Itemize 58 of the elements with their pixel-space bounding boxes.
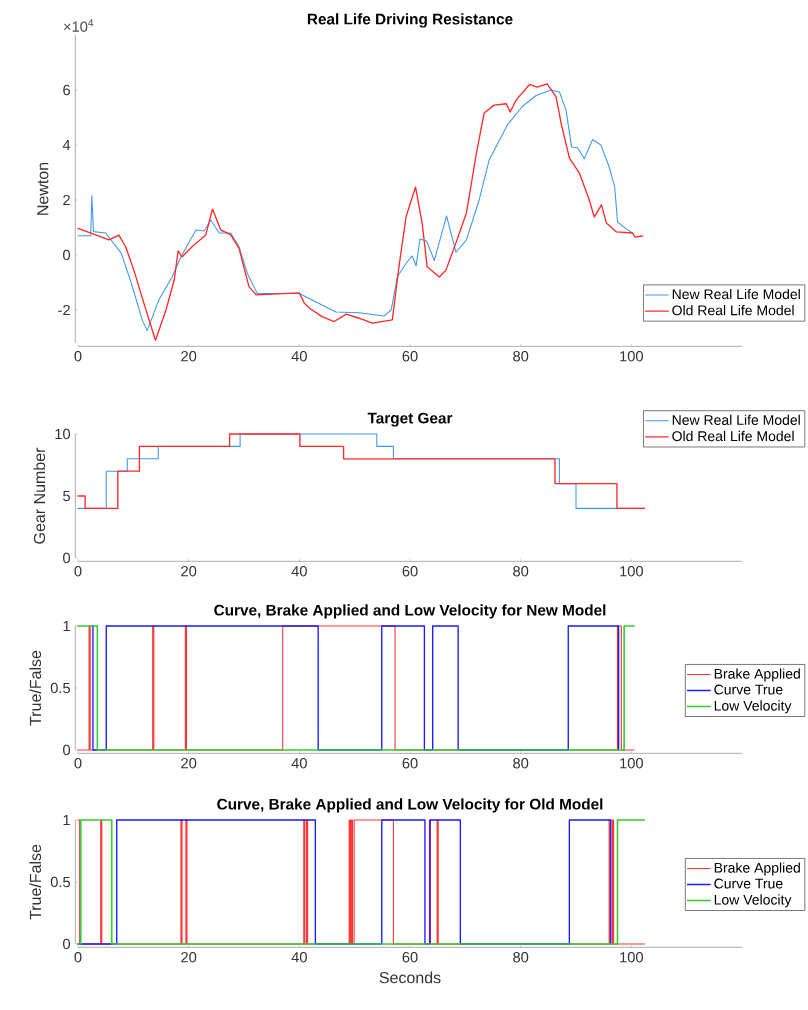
x-tick-label: 100 [620, 758, 643, 769]
chart-title: Curve, Brake Applied and Low Velocity for Old Model [217, 798, 603, 813]
text: ×10$^{4}$ [64, 19, 94, 32]
y-axis-title: Newton [37, 162, 49, 215]
x-tick-label: 40 [291, 952, 307, 963]
y-tick-label: 0 [63, 249, 71, 261]
legend-label: New Real Life Model [672, 288, 800, 300]
y-tick-label: 10 [55, 428, 71, 440]
y-tick-label: 0.5 [50, 682, 70, 694]
legend-label: Brake Applied [714, 668, 800, 682]
x-tick-label: 80 [513, 952, 529, 963]
x-tick-label: 40 [291, 351, 307, 362]
x-tick-label: 60 [402, 952, 418, 963]
x-tick-label: 40 [291, 566, 307, 577]
x-tick-label: 60 [402, 758, 418, 769]
y-tick-label: 1 [63, 814, 70, 826]
y-axis-title: True/False [29, 844, 42, 920]
legend-label: New Real Life Model [672, 414, 800, 425]
x-tick-label: 100 [620, 952, 643, 963]
x-axis-title: Seconds [379, 971, 441, 984]
x-tick-label: 0 [74, 952, 82, 963]
y-tick-label: -2 [58, 304, 70, 316]
legend-label: Low Velocity [714, 700, 792, 714]
y-tick-label: 2 [63, 194, 70, 206]
y-tick-label: 0 [63, 938, 71, 950]
x-tick-label: 0 [74, 566, 82, 577]
y-tick-label: 0 [63, 552, 71, 564]
y-tick-label: 6 [63, 84, 70, 96]
x-tick-label: 80 [513, 758, 529, 769]
x-tick-label: 20 [181, 351, 197, 362]
x-tick-label: 60 [402, 566, 418, 577]
x-tick-label: 60 [402, 351, 418, 362]
legend-label: Brake Applied [714, 862, 800, 876]
x-tick-label: 80 [513, 351, 529, 362]
y-tick-label: 1 [63, 620, 70, 632]
x-tick-label: 20 [181, 952, 197, 963]
legend-label: Curve True [714, 878, 783, 889]
chart-title: Target Gear [367, 412, 453, 427]
legend-label: Old Real Life Model [672, 305, 794, 316]
chart-title: Real Life Driving Resistance [307, 13, 513, 28]
y-tick-label: 0 [63, 744, 71, 756]
x-tick-label: 80 [513, 566, 529, 577]
x-tick-label: 0 [74, 351, 82, 362]
x-tick-label: 100 [620, 351, 643, 362]
x-tick-label: 20 [181, 758, 197, 769]
x-tick-label: 20 [181, 566, 197, 577]
y-tick-label: 0.5 [50, 876, 70, 888]
x-tick-label: 0 [74, 758, 82, 769]
chart-title: Curve, Brake Applied and Low Velocity for New Model [214, 604, 606, 619]
y-tick-label: 5 [63, 490, 70, 502]
legend-label: Old Real Life Model [672, 430, 794, 442]
legend-label: Curve True [714, 684, 783, 695]
x-tick-label: 100 [620, 566, 643, 577]
y-tick-label: 4 [62, 139, 71, 151]
x-tick-label: 40 [291, 758, 307, 769]
y-axis-title: Gear Number [33, 447, 46, 544]
y-axis-title: True/False [29, 650, 42, 726]
legend-label: Low Velocity [714, 894, 792, 908]
